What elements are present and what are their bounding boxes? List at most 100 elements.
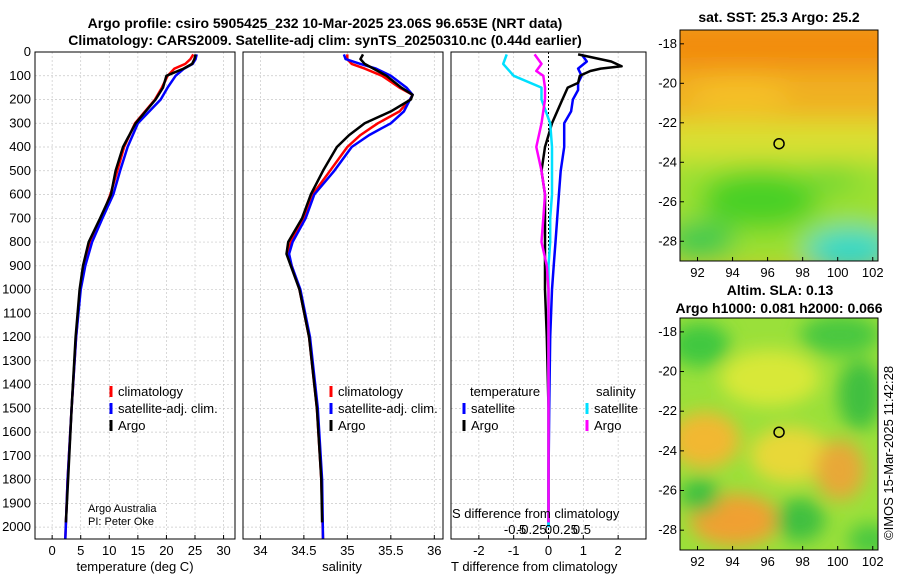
depth-tick-labels: 0 100 200 300 400 500 600 700 800 900 1000 1100 1200… xyxy=(2,44,31,534)
s-x-tick-label: -0.25 xyxy=(517,522,547,537)
depth-tick-label: 1500 xyxy=(2,400,31,415)
lat-tick-label: -18 xyxy=(658,324,677,339)
x-tick-label: 34.5 xyxy=(291,543,316,558)
salinity-lines xyxy=(285,53,414,540)
depth-tick-label: 0 xyxy=(24,44,31,59)
depth-tick-label: 400 xyxy=(9,139,31,154)
sla-low-ne xyxy=(800,318,878,355)
sst-longitude-tick-labels: 92 94 96 98 100 102 xyxy=(690,257,884,280)
sla-low-nw xyxy=(680,323,730,367)
credit-line-1: Argo Australia xyxy=(88,503,157,515)
s-difference-label: S difference from climatology xyxy=(452,506,620,521)
sla-map-subtitle: Argo h1000: 0.081 h2000: 0.066 xyxy=(675,300,882,316)
series-line-argo xyxy=(64,54,197,523)
t-difference-xlabel: T difference from climatology xyxy=(451,559,618,574)
sst-map-frame xyxy=(679,29,879,262)
depth-tick-label: 600 xyxy=(9,187,31,202)
lon-tick-label: 98 xyxy=(795,554,809,569)
x-tick-label: 35.5 xyxy=(378,543,403,558)
salinity-panel: 34 34.5 35 35.5 36 salinity climatology sate… xyxy=(242,51,444,574)
x-tick-label: 5 xyxy=(77,543,84,558)
lat-tick-label: -24 xyxy=(658,443,677,458)
x-tick-label: -1 xyxy=(508,543,520,558)
temperature-xlabel: temperature (deg C) xyxy=(76,559,193,574)
sla-low-sw xyxy=(680,477,720,513)
depth-tick-label: 1600 xyxy=(2,424,31,439)
sst-cyan-patch xyxy=(805,228,878,261)
x-tick-label: 0 xyxy=(49,543,56,558)
temperature-lines xyxy=(64,53,198,540)
depth-tick-label: 1300 xyxy=(2,353,31,368)
depth-tick-label: 1400 xyxy=(2,377,31,392)
timestamp-label: ©IMOS 15-Mar-2025 11:42:28 xyxy=(881,366,896,540)
lat-tick-label: -28 xyxy=(658,233,677,248)
s-x-tick-label: 0.5 xyxy=(573,522,591,537)
depth-tick-label: 800 xyxy=(9,234,31,249)
lon-tick-label: 96 xyxy=(760,554,774,569)
depth-tick-label: 1200 xyxy=(2,329,31,344)
t-difference-x-tick-labels: -2 -1 0 1 2 xyxy=(473,543,622,558)
lon-tick-label: 94 xyxy=(725,554,739,569)
sla-low-se xyxy=(848,524,878,550)
lon-tick-label: 92 xyxy=(690,265,704,280)
depth-tick-label: 1900 xyxy=(2,495,31,510)
depth-tick-label: 700 xyxy=(9,210,31,225)
s-x-tick-label: 0 xyxy=(545,522,552,537)
sst-mid-patch xyxy=(800,165,860,195)
sst-latitude-tick-labels: -18 -20 -22 -24 -26 -28 xyxy=(658,36,684,248)
difference-axes-box xyxy=(450,51,647,540)
depth-tick-label: 2000 xyxy=(2,519,31,534)
temperature-legend: climatology satellite-adj. clim. Argo xyxy=(109,384,218,433)
temperature-panel: 0100200300400500600700800900100011001200… xyxy=(2,44,236,574)
difference-lines xyxy=(501,53,623,528)
salinity-axes-box xyxy=(242,51,444,540)
temperature-grid xyxy=(35,51,235,539)
legend-t-argo-label: Argo xyxy=(471,418,498,433)
lat-tick-label: -20 xyxy=(658,75,677,90)
s-x-tick-label: -0.5 xyxy=(504,522,526,537)
temperature-axes-box xyxy=(34,51,236,540)
difference-legend-temperature: temperature satellite Argo xyxy=(462,384,540,433)
lat-tick-label: -28 xyxy=(658,522,677,537)
depth-tick-label: 1800 xyxy=(2,472,31,487)
lon-tick-label: 92 xyxy=(690,554,704,569)
lat-tick-label: -26 xyxy=(658,483,677,498)
sla-high-center xyxy=(720,350,820,406)
x-tick-label: 10 xyxy=(102,543,116,558)
lat-tick-label: -18 xyxy=(658,36,677,51)
x-tick-label: 30 xyxy=(216,543,230,558)
figure-subtitle: Climatology: CARS2009. Satellite-adj cli… xyxy=(68,32,582,48)
depth-tick-label: 200 xyxy=(9,92,31,107)
x-tick-label: -2 xyxy=(473,543,485,558)
legend-s-satellite-label: satellite xyxy=(594,401,638,416)
lon-tick-label: 100 xyxy=(827,554,849,569)
difference-panel: -2 -1 0 1 2 -0.5-0.250 0.250.5 S difference f… xyxy=(450,51,647,574)
credit-line-2: PI: Peter Oke xyxy=(88,516,154,528)
sst-map-panel: sat. SST: 25.3 Argo: 25.2 92 94 96 98 100 102… xyxy=(658,9,884,280)
series-line-argo xyxy=(285,53,414,523)
sla-map-panel: Altim. SLA: 0.13 Argo h1000: 0.081 h2000… xyxy=(658,282,884,569)
sla-heatmap xyxy=(680,318,878,550)
x-tick-label: 34 xyxy=(253,543,267,558)
legend-climatology-label: climatology xyxy=(118,384,184,399)
sst-heatmap xyxy=(680,30,878,261)
legend-s-argo-label: Argo xyxy=(594,418,621,433)
sla-map-frame xyxy=(679,317,879,551)
legend-argo-label: Argo xyxy=(338,418,365,433)
x-tick-label: 0 xyxy=(545,543,552,558)
lat-tick-label: -20 xyxy=(658,364,677,379)
salinity-x-tick-labels: 34 34.5 35 35.5 36 xyxy=(253,543,441,558)
legend-temperature-title: temperature xyxy=(470,384,540,399)
lat-tick-label: -26 xyxy=(658,194,677,209)
x-tick-label: 36 xyxy=(427,543,441,558)
sst-yellow-band xyxy=(680,120,878,165)
sla-map-title: Altim. SLA: 0.13 xyxy=(727,282,834,298)
lon-tick-label: 96 xyxy=(760,265,774,280)
depth-tick-label: 900 xyxy=(9,258,31,273)
legend-salinity-title: salinity xyxy=(596,384,636,399)
lat-tick-label: -22 xyxy=(658,403,677,418)
sla-low-south xyxy=(775,498,825,542)
sla-longitude-tick-labels: 92 94 96 98 100 102 xyxy=(690,546,884,569)
s-x-tick-label: 0.25 xyxy=(553,522,578,537)
depth-tick-label: 1700 xyxy=(2,448,31,463)
